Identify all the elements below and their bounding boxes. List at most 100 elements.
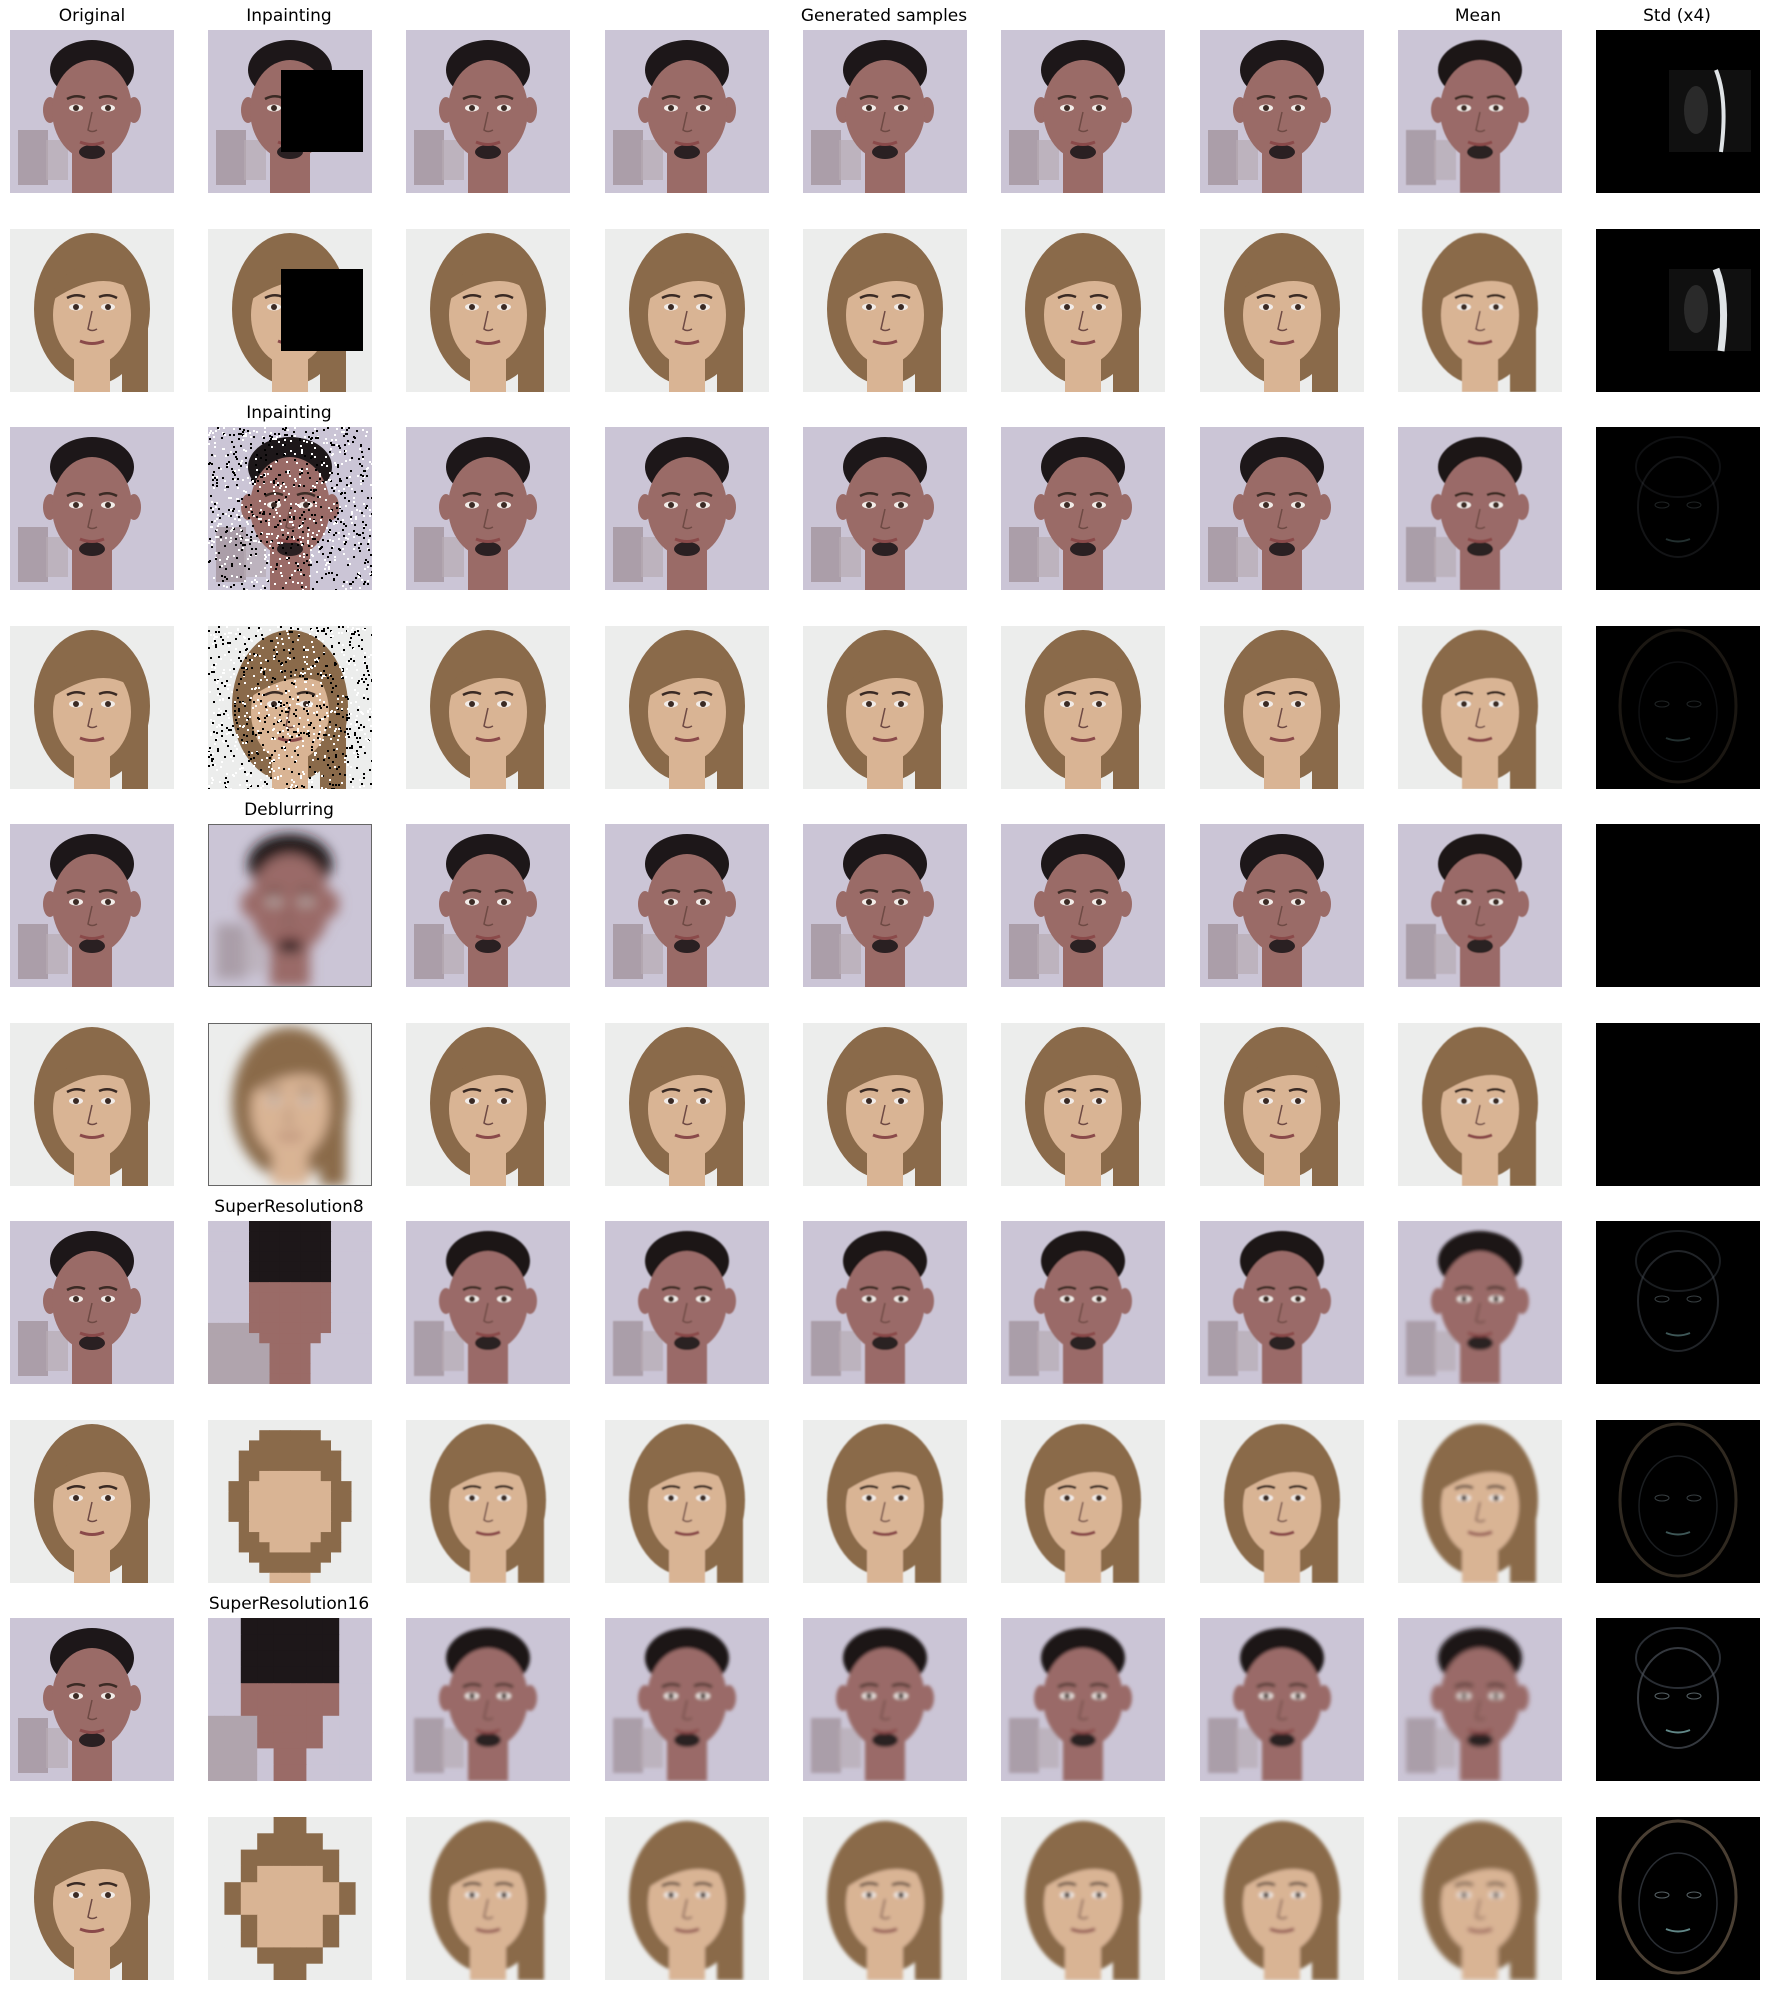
row-1-sample-3-image: [803, 30, 967, 193]
row-9-sample-3-image: [803, 1618, 967, 1781]
row-10-observation-image: [208, 1817, 372, 1980]
row-3-sample-1-image: [406, 427, 570, 590]
row-7-sample-3-image: [803, 1221, 967, 1384]
column-title-mean: Mean: [1454, 6, 1502, 26]
row-7-sample-1-image: [406, 1221, 570, 1384]
row-2-observation-image: [208, 229, 372, 392]
row-7-mean-image: [1398, 1221, 1562, 1384]
row-4-sample-1-image: [406, 626, 570, 789]
row-1-sample-2-image: [605, 30, 769, 193]
row-3-sample-5-image: [1200, 427, 1364, 590]
row-9-mean-image: [1398, 1618, 1562, 1781]
row-5-sample-3-image: [803, 824, 967, 987]
row-7-sample-5-image: [1200, 1221, 1364, 1384]
row-3-std-image: [1596, 427, 1760, 590]
row-1-original-image: [10, 30, 174, 193]
row-4-mean-image: [1398, 626, 1562, 789]
row-8-sample-4-image: [1001, 1420, 1165, 1583]
row-8-sample-3-image: [803, 1420, 967, 1583]
row-8-std-image: [1596, 1420, 1760, 1583]
task-label-inpainting: Inpainting: [246, 403, 332, 423]
row-2-mean-image: [1398, 229, 1562, 392]
row-3-observation-image: [208, 427, 372, 590]
row-6-sample-5-image: [1200, 1023, 1364, 1186]
row-3-original-image: [10, 427, 174, 590]
row-6-mean-image: [1398, 1023, 1562, 1186]
row-1-sample-5-image: [1200, 30, 1364, 193]
row-10-sample-5-image: [1200, 1817, 1364, 1980]
row-4-sample-3-image: [803, 626, 967, 789]
row-4-sample-4-image: [1001, 626, 1165, 789]
row-9-sample-2-image: [605, 1618, 769, 1781]
row-9-sample-5-image: [1200, 1618, 1364, 1781]
row-6-sample-1-image: [406, 1023, 570, 1186]
column-title-original: Original: [58, 6, 126, 26]
row-8-mean-image: [1398, 1420, 1562, 1583]
row-10-sample-3-image: [803, 1817, 967, 1980]
row-7-sample-2-image: [605, 1221, 769, 1384]
row-7-sample-4-image: [1001, 1221, 1165, 1384]
row-2-sample-5-image: [1200, 229, 1364, 392]
row-10-sample-4-image: [1001, 1817, 1165, 1980]
row-3-sample-3-image: [803, 427, 967, 590]
row-7-observation-image: [208, 1221, 372, 1384]
row-1-std-image: [1596, 30, 1760, 193]
row-2-sample-3-image: [803, 229, 967, 392]
task-label-superresolution16: SuperResolution16: [208, 1594, 370, 1614]
row-8-sample-2-image: [605, 1420, 769, 1583]
column-title-generated-samples: Generated samples: [800, 6, 968, 26]
row-2-original-image: [10, 229, 174, 392]
row-4-sample-2-image: [605, 626, 769, 789]
column-title-std: Std (x4): [1643, 6, 1711, 26]
row-9-std-image: [1596, 1618, 1760, 1781]
row-5-observation-image: [208, 824, 372, 987]
row-9-sample-4-image: [1001, 1618, 1165, 1781]
row-5-sample-1-image: [406, 824, 570, 987]
task-label-deblurring: Deblurring: [244, 800, 334, 820]
row-2-sample-2-image: [605, 229, 769, 392]
row-6-observation-image: [208, 1023, 372, 1186]
row-6-original-image: [10, 1023, 174, 1186]
row-10-original-image: [10, 1817, 174, 1980]
row-8-observation-image: [208, 1420, 372, 1583]
row-8-sample-5-image: [1200, 1420, 1364, 1583]
row-8-original-image: [10, 1420, 174, 1583]
row-7-original-image: [10, 1221, 174, 1384]
row-4-observation-image: [208, 626, 372, 789]
row-6-sample-4-image: [1001, 1023, 1165, 1186]
column-title-inpainting: Inpainting: [246, 6, 332, 26]
row-3-sample-4-image: [1001, 427, 1165, 590]
row-1-mean-image: [1398, 30, 1562, 193]
row-4-std-image: [1596, 626, 1760, 789]
row-4-sample-5-image: [1200, 626, 1364, 789]
row-6-std-image: [1596, 1023, 1760, 1186]
row-6-sample-3-image: [803, 1023, 967, 1186]
row-2-std-image: [1596, 229, 1760, 392]
row-9-sample-1-image: [406, 1618, 570, 1781]
row-1-sample-1-image: [406, 30, 570, 193]
row-6-sample-2-image: [605, 1023, 769, 1186]
row-8-sample-1-image: [406, 1420, 570, 1583]
row-3-mean-image: [1398, 427, 1562, 590]
row-3-sample-2-image: [605, 427, 769, 590]
row-2-sample-1-image: [406, 229, 570, 392]
row-5-sample-5-image: [1200, 824, 1364, 987]
row-5-sample-2-image: [605, 824, 769, 987]
row-9-observation-image: [208, 1618, 372, 1781]
row-4-original-image: [10, 626, 174, 789]
row-1-observation-image: [208, 30, 372, 193]
row-5-std-image: [1596, 824, 1760, 987]
task-label-superresolution8: SuperResolution8: [214, 1197, 364, 1217]
row-9-original-image: [10, 1618, 174, 1781]
row-10-sample-2-image: [605, 1817, 769, 1980]
row-10-sample-1-image: [406, 1817, 570, 1980]
row-5-sample-4-image: [1001, 824, 1165, 987]
row-7-std-image: [1596, 1221, 1760, 1384]
row-10-mean-image: [1398, 1817, 1562, 1980]
row-5-mean-image: [1398, 824, 1562, 987]
row-2-sample-4-image: [1001, 229, 1165, 392]
row-5-original-image: [10, 824, 174, 987]
row-10-std-image: [1596, 1817, 1760, 1980]
row-1-sample-4-image: [1001, 30, 1165, 193]
